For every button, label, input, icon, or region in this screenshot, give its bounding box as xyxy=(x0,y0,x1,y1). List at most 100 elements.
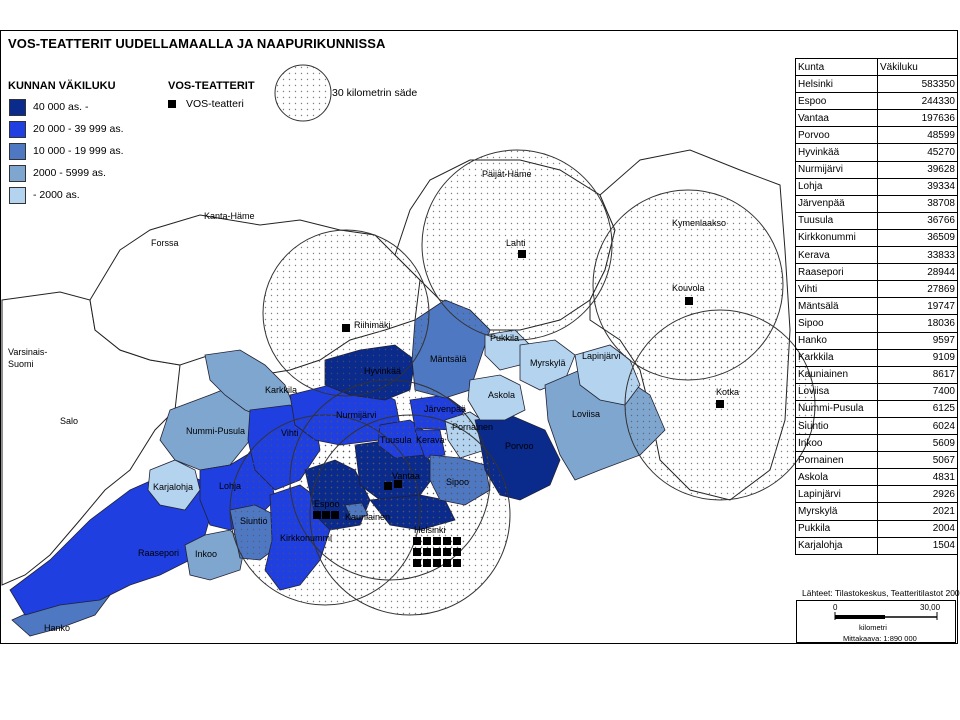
legend-class-1: 40 000 as. - xyxy=(9,99,179,117)
legend-class-3: 10 000 - 19 999 as. xyxy=(9,143,179,161)
label-kotka: Kotka xyxy=(716,387,739,397)
area-askola xyxy=(467,374,526,421)
table-row: Kerava 33833 xyxy=(795,246,958,265)
vos-marker-vantaa-1 xyxy=(384,482,392,490)
population-value: 33833 xyxy=(877,246,958,265)
municipality-name: Kauniainen xyxy=(795,365,878,384)
municipality-name: Kirkkonummi xyxy=(795,228,878,248)
vos-theatre-markers xyxy=(313,250,724,567)
table-row: Nummi-Pusula 6125 xyxy=(795,399,958,418)
vos-theatre-icon xyxy=(168,100,176,108)
population-value: 39334 xyxy=(877,177,958,196)
population-value: 6024 xyxy=(877,416,958,436)
municipality-name: Nummi-Pusula xyxy=(795,399,878,418)
municipality-name: Hanko xyxy=(795,331,878,350)
population-value: 36766 xyxy=(877,211,958,230)
legend-label-5: - 2000 as. xyxy=(33,189,80,201)
label-myrskyla: Myrskylä xyxy=(530,358,566,368)
population-value: 244330 xyxy=(877,92,958,111)
population-legend-title: KUNNAN VÄKILUKU xyxy=(8,80,116,92)
municipality-name: Helsinki xyxy=(795,75,878,94)
population-table: Kunta Väkiluku Helsinki 583350 Espoo 244330… xyxy=(795,57,958,555)
label-salo: Salo xyxy=(60,416,78,426)
table-row: Tuusula 36766 xyxy=(795,211,958,230)
label-varsinais: Varsinais- xyxy=(8,347,47,357)
municipality-name: Askola xyxy=(795,468,878,487)
population-value: 9597 xyxy=(877,331,958,350)
legend-class-4: 2000 - 5999 as. xyxy=(9,165,179,183)
municipality-name: Mäntsälä xyxy=(795,297,878,316)
population-value: 2021 xyxy=(877,502,958,521)
municipality-name: Karjalohja xyxy=(795,536,878,555)
population-value: 36509 xyxy=(877,228,958,248)
table-row: Kirkkonummi 36509 xyxy=(795,228,958,248)
legend-swatch-2 xyxy=(9,121,26,138)
legend-swatch-3 xyxy=(9,143,26,160)
legend-class-2: 20 000 - 39 999 as. xyxy=(9,121,179,139)
municipality-name: Pornainen xyxy=(795,451,878,470)
label-inkoo: Inkoo xyxy=(195,549,217,559)
table-row: Karjalohja 1504 xyxy=(795,536,958,555)
municipality-name: Tuusula xyxy=(795,211,878,230)
population-value: 2004 xyxy=(877,519,958,538)
vos-legend-title: VOS-TEATTERIT xyxy=(168,80,255,92)
municipality-name: Nurmijärvi xyxy=(795,160,878,179)
population-value: 5609 xyxy=(877,434,958,453)
vos-markers-helsinki xyxy=(413,537,461,567)
label-lahti: Lahti xyxy=(506,238,526,248)
table-body: Helsinki 583350 Espoo 244330 Vantaa 197636 Por… xyxy=(795,75,958,555)
place-labels: Kanta-Häme Forssa Varsinais- Suomi Salo … xyxy=(8,169,739,633)
legend-swatch-5 xyxy=(9,187,26,204)
legend-label-2: 20 000 - 39 999 as. xyxy=(33,123,124,135)
municipality-name: Siuntio xyxy=(795,416,878,436)
table-row: Lohja 39334 xyxy=(795,177,958,196)
population-value: 2926 xyxy=(877,485,958,504)
population-value: 48599 xyxy=(877,126,958,145)
scale-ratio: Mittakaava: 1:890 000 xyxy=(843,634,917,643)
radius-circle-helsinki xyxy=(309,414,511,616)
label-kauniainen: Kauniainen xyxy=(345,512,390,522)
municipality-name: Vantaa xyxy=(795,109,878,128)
table-row: Järvenpää 38708 xyxy=(795,194,958,213)
municipality-name: Vihti xyxy=(795,280,878,299)
label-askola: Askola xyxy=(488,390,515,400)
table-row: Inkoo 5609 xyxy=(795,434,958,453)
table-row: Vantaa 197636 xyxy=(795,109,958,128)
label-loviisa: Loviisa xyxy=(572,409,600,419)
legend-swatch-1 xyxy=(9,99,26,116)
table-row: Loviisa 7400 xyxy=(795,382,958,401)
label-nummi-pusula: Nummi-Pusula xyxy=(186,426,245,436)
vos-marker-vantaa-2 xyxy=(394,480,402,488)
label-riihimaki: Riihimäki xyxy=(354,320,391,330)
table-row: Mäntsälä 19747 xyxy=(795,297,958,316)
label-pornainen: Pornainen xyxy=(452,422,493,432)
table-row: Kauniainen 8617 xyxy=(795,365,958,384)
label-kerava: Kerava xyxy=(416,435,445,445)
population-value: 6125 xyxy=(877,399,958,418)
scale-bar: 0 30,00 kilometri Mittakaava: 1:890 000 xyxy=(796,600,956,643)
label-kouvola: Kouvola xyxy=(672,283,705,293)
radius-circle-riihimaki xyxy=(262,229,430,397)
population-value: 583350 xyxy=(877,75,958,94)
scale-unit: kilometri xyxy=(859,623,887,632)
municipality-name: Lohja xyxy=(795,177,878,196)
municipality-name: Loviisa xyxy=(795,382,878,401)
table-row: Lapinjärvi 2926 xyxy=(795,485,958,504)
population-value: 1504 xyxy=(877,536,958,555)
table-row: Pukkila 2004 xyxy=(795,519,958,538)
scale-end: 30,00 xyxy=(920,603,941,612)
vos-marker-kouvola xyxy=(685,297,693,305)
table-row: Helsinki 583350 xyxy=(795,75,958,94)
vos-legend-label: VOS-teatteri xyxy=(186,98,244,110)
population-value: 5067 xyxy=(877,451,958,470)
scale-line xyxy=(834,612,938,620)
label-vihti: Vihti xyxy=(281,428,298,438)
legend-class-5: - 2000 as. xyxy=(9,187,179,205)
source-note: Lähteet: Tilastokeskus, Teatteritilastot… xyxy=(802,588,960,598)
municipality-name: Hyvinkää xyxy=(795,143,878,162)
label-hanko: Hanko xyxy=(44,623,70,633)
municipality-name: Raasepori xyxy=(795,263,878,282)
population-value: 39628 xyxy=(877,160,958,179)
label-kanta-hame: Kanta-Häme xyxy=(204,211,255,221)
population-value: 197636 xyxy=(877,109,958,128)
